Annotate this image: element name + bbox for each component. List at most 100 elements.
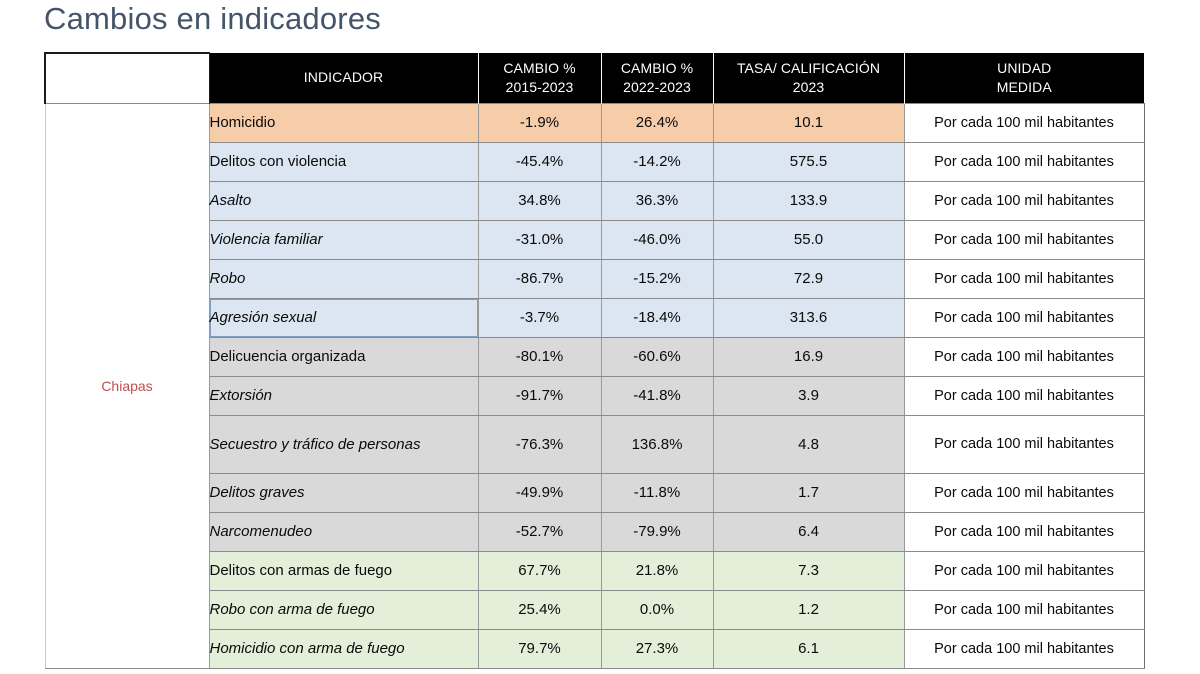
cell-indicator[interactable]: Narcomenudeo: [208, 511, 479, 552]
cell-rate-2023[interactable]: 1.7: [713, 472, 905, 513]
cell-change-2022-2023[interactable]: -14.2%: [601, 141, 714, 182]
cell-indicator[interactable]: Delitos con armas de fuego: [208, 550, 479, 591]
cell-unit-measure: Por cada 100 mil habitantes: [903, 550, 1145, 591]
header-tasa-calificacion[interactable]: TASA/ CALIFICACIÓN 2023: [713, 53, 905, 103]
cell-rate-2023[interactable]: 55.0: [713, 219, 905, 260]
cell-rate-2023[interactable]: 7.3: [713, 550, 905, 591]
cell-unit-measure: Por cada 100 mil habitantes: [903, 472, 1145, 513]
cell-change-2015-2023[interactable]: 67.7%: [478, 550, 602, 591]
cell-indicator[interactable]: Homicidio con arma de fuego: [208, 628, 479, 669]
cell-indicator[interactable]: Secuestro y tráfico de personas: [208, 414, 479, 474]
cell-change-2022-2023[interactable]: -79.9%: [601, 511, 714, 552]
cell-unit-measure: Por cada 100 mil habitantes: [903, 219, 1145, 260]
cell-indicator[interactable]: Robo con arma de fuego: [208, 589, 479, 630]
cell-change-2022-2023[interactable]: -46.0%: [601, 219, 714, 260]
table-row[interactable]: Delicuencia organizada -80.1% -60.6% 16.9 Po…: [45, 336, 1145, 377]
cell-rate-2023[interactable]: 6.1: [713, 628, 905, 669]
cell-unit-measure: Por cada 100 mil habitantes: [903, 336, 1145, 377]
table-header-row: INDICADOR CAMBIO % 2015-2023 CAMBIO % 20…: [44, 52, 1144, 103]
cell-change-2015-2023[interactable]: 79.7%: [478, 628, 602, 669]
cell-change-2022-2023[interactable]: -60.6%: [601, 336, 714, 377]
cell-rate-2023[interactable]: 16.9: [713, 336, 905, 377]
cell-rate-2023[interactable]: 72.9: [713, 258, 905, 299]
header-unidad-line1: UNIDAD: [997, 59, 1052, 76]
cell-unit-measure: Por cada 100 mil habitantes: [903, 511, 1145, 552]
cell-indicator[interactable]: Homicidio: [208, 102, 479, 143]
header-cambio-2015-2023[interactable]: CAMBIO % 2015-2023: [478, 53, 602, 103]
cell-change-2015-2023[interactable]: -91.7%: [478, 375, 602, 416]
cell-rate-2023[interactable]: 575.5: [713, 141, 905, 182]
state-label-cell: Chiapas: [44, 102, 210, 669]
indicators-table: INDICADOR CAMBIO % 2015-2023 CAMBIO % 20…: [44, 52, 1145, 669]
header-unidad-line2: MEDIDA: [996, 78, 1052, 95]
header-cambio-2015-2023-line1: CAMBIO %: [503, 59, 576, 76]
header-tasa-line2: 2023: [792, 78, 825, 95]
table-row[interactable]: Agresión sexual -3.7% -18.4% 313.6 Por cada …: [45, 297, 1145, 338]
cell-change-2015-2023[interactable]: -86.7%: [478, 258, 602, 299]
cell-change-2022-2023[interactable]: 27.3%: [601, 628, 714, 669]
table-row[interactable]: Narcomenudeo -52.7% -79.9% 6.4 Por cada 100 …: [45, 511, 1145, 552]
cell-unit-measure: Por cada 100 mil habitantes: [903, 589, 1145, 630]
cell-indicator[interactable]: Extorsión: [208, 375, 479, 416]
cell-indicator[interactable]: Violencia familiar: [208, 219, 479, 260]
cell-change-2015-2023[interactable]: -80.1%: [478, 336, 602, 377]
table-row[interactable]: Delitos graves -49.9% -11.8% 1.7 Por cada 10…: [45, 472, 1145, 513]
cell-indicator[interactable]: Agresión sexual: [208, 297, 479, 338]
cell-change-2015-2023[interactable]: -52.7%: [478, 511, 602, 552]
indicators-table-container: INDICADOR CAMBIO % 2015-2023 CAMBIO % 20…: [44, 52, 1145, 669]
cell-change-2022-2023[interactable]: -11.8%: [601, 472, 714, 513]
cell-change-2022-2023[interactable]: -41.8%: [601, 375, 714, 416]
header-cambio-2022-2023-line2: 2022-2023: [623, 78, 691, 95]
cell-rate-2023[interactable]: 3.9: [713, 375, 905, 416]
table-row[interactable]: Extorsión -91.7% -41.8% 3.9 Por cada 100 mil…: [45, 375, 1145, 416]
cell-indicator[interactable]: Delitos con violencia: [208, 141, 479, 182]
cell-change-2022-2023[interactable]: 0.0%: [601, 589, 714, 630]
cell-rate-2023[interactable]: 1.2: [713, 589, 905, 630]
cell-unit-measure: Por cada 100 mil habitantes: [903, 297, 1145, 338]
cell-change-2015-2023[interactable]: -1.9%: [478, 102, 602, 143]
header-state-blank: [44, 52, 210, 103]
table-row[interactable]: Delitos con violencia -45.4% -14.2% 575.5 Po…: [45, 141, 1145, 182]
table-row[interactable]: Delitos con armas de fuego 67.7% 21.8% 7.3 P…: [45, 550, 1145, 591]
cell-change-2022-2023[interactable]: -15.2%: [601, 258, 714, 299]
cell-unit-measure: Por cada 100 mil habitantes: [903, 414, 1145, 474]
cell-indicator[interactable]: Delitos graves: [208, 472, 479, 513]
table-row[interactable]: Asalto 34.8% 36.3% 133.9 Por cada 100 mil ha…: [45, 180, 1145, 221]
table-row[interactable]: Robo con arma de fuego 25.4% 0.0% 1.2 Por ca…: [45, 589, 1145, 630]
table-row[interactable]: Secuestro y tráfico de personas -76.3% 136…: [45, 414, 1145, 474]
cell-rate-2023[interactable]: 10.1: [713, 102, 905, 143]
header-cambio-2015-2023-line2: 2015-2023: [505, 78, 574, 95]
cell-change-2015-2023[interactable]: 25.4%: [478, 589, 602, 630]
cell-indicator[interactable]: Robo: [208, 258, 479, 299]
cell-indicator[interactable]: Asalto: [208, 180, 479, 221]
cell-change-2022-2023[interactable]: 26.4%: [601, 102, 714, 143]
cell-change-2015-2023[interactable]: -45.4%: [478, 141, 602, 182]
header-cambio-2022-2023-line1: CAMBIO %: [620, 59, 694, 76]
cell-indicator[interactable]: Delicuencia organizada: [208, 336, 479, 377]
cell-rate-2023[interactable]: 133.9: [713, 180, 905, 221]
cell-rate-2023[interactable]: 4.8: [713, 414, 905, 474]
header-cambio-2022-2023[interactable]: CAMBIO % 2022-2023: [601, 53, 714, 103]
cell-unit-measure: Por cada 100 mil habitantes: [903, 258, 1145, 299]
header-tasa-line1: TASA/ CALIFICACIÓN: [736, 59, 881, 76]
cell-rate-2023[interactable]: 6.4: [713, 511, 905, 552]
cell-unit-measure: Por cada 100 mil habitantes: [903, 180, 1145, 221]
table-row[interactable]: Homicidio con arma de fuego 79.7% 27.3% 6.1…: [45, 628, 1145, 669]
cell-change-2015-2023[interactable]: -3.7%: [478, 297, 602, 338]
cell-change-2015-2023[interactable]: -76.3%: [478, 414, 602, 474]
table-row[interactable]: Violencia familiar -31.0% -46.0% 55.0 Por ca…: [45, 219, 1145, 260]
cell-change-2015-2023[interactable]: 34.8%: [478, 180, 602, 221]
header-unidad-medida[interactable]: UNIDAD MEDIDA: [904, 53, 1144, 103]
cell-unit-measure: Por cada 100 mil habitantes: [903, 141, 1145, 182]
cell-change-2015-2023[interactable]: -31.0%: [478, 219, 602, 260]
table-row[interactable]: Chiapas Homicidio -1.9% 26.4% 10.1 Por cada 1…: [44, 102, 1145, 669]
cell-change-2015-2023[interactable]: -49.9%: [478, 472, 602, 513]
cell-change-2022-2023[interactable]: 21.8%: [601, 550, 714, 591]
page-title: Cambios en indicadores: [44, 1, 381, 36]
cell-rate-2023[interactable]: 313.6: [713, 297, 905, 338]
cell-change-2022-2023[interactable]: 136.8%: [601, 414, 714, 474]
header-indicador[interactable]: INDICADOR: [209, 53, 479, 103]
table-row[interactable]: Robo -86.7% -15.2% 72.9 Por cada 100 mil hab…: [45, 258, 1145, 299]
cell-change-2022-2023[interactable]: 36.3%: [601, 180, 714, 221]
cell-change-2022-2023[interactable]: -18.4%: [601, 297, 714, 338]
